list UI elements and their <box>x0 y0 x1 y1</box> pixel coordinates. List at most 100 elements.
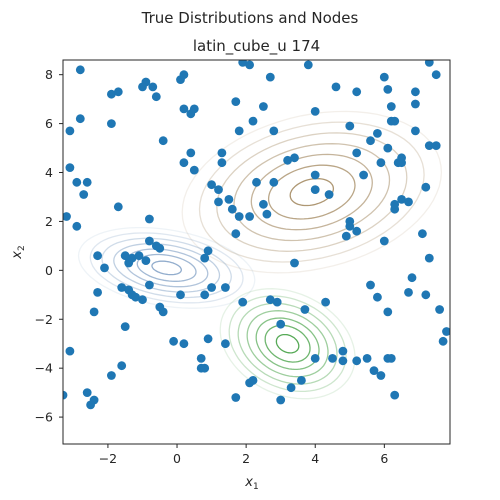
node-point <box>259 102 268 111</box>
contour-green-level-3 <box>255 317 320 371</box>
node-point <box>82 177 92 187</box>
node-point <box>207 180 217 190</box>
node-point <box>169 336 179 346</box>
contour-layer <box>77 110 443 400</box>
x-tick-label: 2 <box>242 451 250 466</box>
node-point <box>431 70 441 80</box>
node-point <box>155 243 165 253</box>
node-point <box>113 87 123 97</box>
contour-blue-level-4 <box>113 243 221 293</box>
node-point <box>176 290 185 300</box>
node-point <box>145 280 154 290</box>
node-point <box>145 214 154 224</box>
x-tick-label: 4 <box>311 451 319 466</box>
node-point <box>341 231 351 241</box>
node-point <box>151 92 161 102</box>
contour-brown-level-3 <box>250 153 373 231</box>
node-point <box>107 119 116 128</box>
y-axis-ticks: −6 −4 −2 0 2 4 6 8 <box>35 67 63 425</box>
node-point <box>376 371 386 380</box>
node-point <box>366 136 375 146</box>
node-point <box>379 236 389 246</box>
node-point <box>338 356 348 366</box>
node-point <box>369 366 379 375</box>
node-point <box>89 307 99 317</box>
contour-blue-level-3 <box>124 248 209 288</box>
node-point <box>383 307 393 317</box>
axes-frame <box>62 59 451 445</box>
node-point <box>397 195 406 204</box>
node-point <box>203 334 213 344</box>
node-point <box>234 212 244 221</box>
figure-suptitle: True Distributions and Nodes <box>141 9 359 27</box>
node-point <box>158 136 168 146</box>
axes-title: latin_cube_u 174 <box>193 37 320 56</box>
node-point <box>120 251 130 261</box>
node-point <box>345 121 355 131</box>
node-point <box>93 288 102 297</box>
node-point <box>75 114 85 124</box>
node-point <box>269 126 279 136</box>
node-point <box>376 158 386 168</box>
x-axis-label: x1 <box>244 475 258 492</box>
node-point <box>113 202 123 212</box>
node-point <box>418 229 427 239</box>
node-point <box>404 288 413 297</box>
node-point <box>134 251 144 261</box>
node-point <box>324 190 334 199</box>
y-tick-label: 0 <box>45 263 53 278</box>
node-point <box>310 107 320 116</box>
node-point <box>200 290 210 300</box>
x-axis-label-main: x <box>244 475 253 490</box>
contour-brown-level-5 <box>216 132 408 252</box>
contour-brown-level-4 <box>233 143 391 242</box>
node-point <box>248 116 258 126</box>
node-point <box>148 82 158 92</box>
node-point <box>127 253 137 263</box>
node-point <box>390 116 400 126</box>
y-tick-label: 6 <box>45 116 53 131</box>
node-point <box>269 177 279 187</box>
y-axis-label-subscript: 2 <box>17 245 27 251</box>
node-point <box>359 170 368 180</box>
node-point <box>189 104 199 114</box>
node-point <box>407 273 417 283</box>
node-point <box>107 89 116 99</box>
node-point <box>362 354 372 363</box>
node-point <box>82 388 92 397</box>
y-tick-label: 2 <box>45 214 53 229</box>
node-point <box>179 339 189 349</box>
node-point <box>383 85 393 94</box>
node-point <box>179 104 189 114</box>
y-tick-label: 8 <box>45 67 53 82</box>
node-point <box>421 290 431 300</box>
node-point <box>328 354 337 363</box>
contour-blue-level-5 <box>101 237 232 299</box>
node-point <box>424 141 434 151</box>
node-point <box>117 283 127 292</box>
contour-green-level-6 <box>228 295 347 393</box>
node-point <box>86 400 95 410</box>
node-point <box>158 307 168 317</box>
node-point <box>245 60 255 70</box>
node-point <box>286 383 296 393</box>
node-point <box>424 60 434 67</box>
x-axis-ticks: −2 0 2 4 6 <box>99 444 388 466</box>
node-point <box>310 185 320 195</box>
node-point <box>397 153 406 163</box>
node-point <box>352 87 362 97</box>
node-point <box>65 346 75 356</box>
node-point <box>404 197 413 207</box>
contour-blue-level-6 <box>89 232 244 304</box>
contour-green-level-5 <box>237 302 338 385</box>
node-point <box>189 165 199 175</box>
node-point <box>259 199 268 209</box>
node-point <box>300 305 310 314</box>
node-point <box>435 305 444 314</box>
node-point <box>390 390 400 400</box>
node-point <box>221 339 230 349</box>
contour-green-level-4 <box>246 310 329 378</box>
node-point <box>231 229 241 239</box>
node-point <box>79 190 89 199</box>
node-point <box>120 322 130 331</box>
